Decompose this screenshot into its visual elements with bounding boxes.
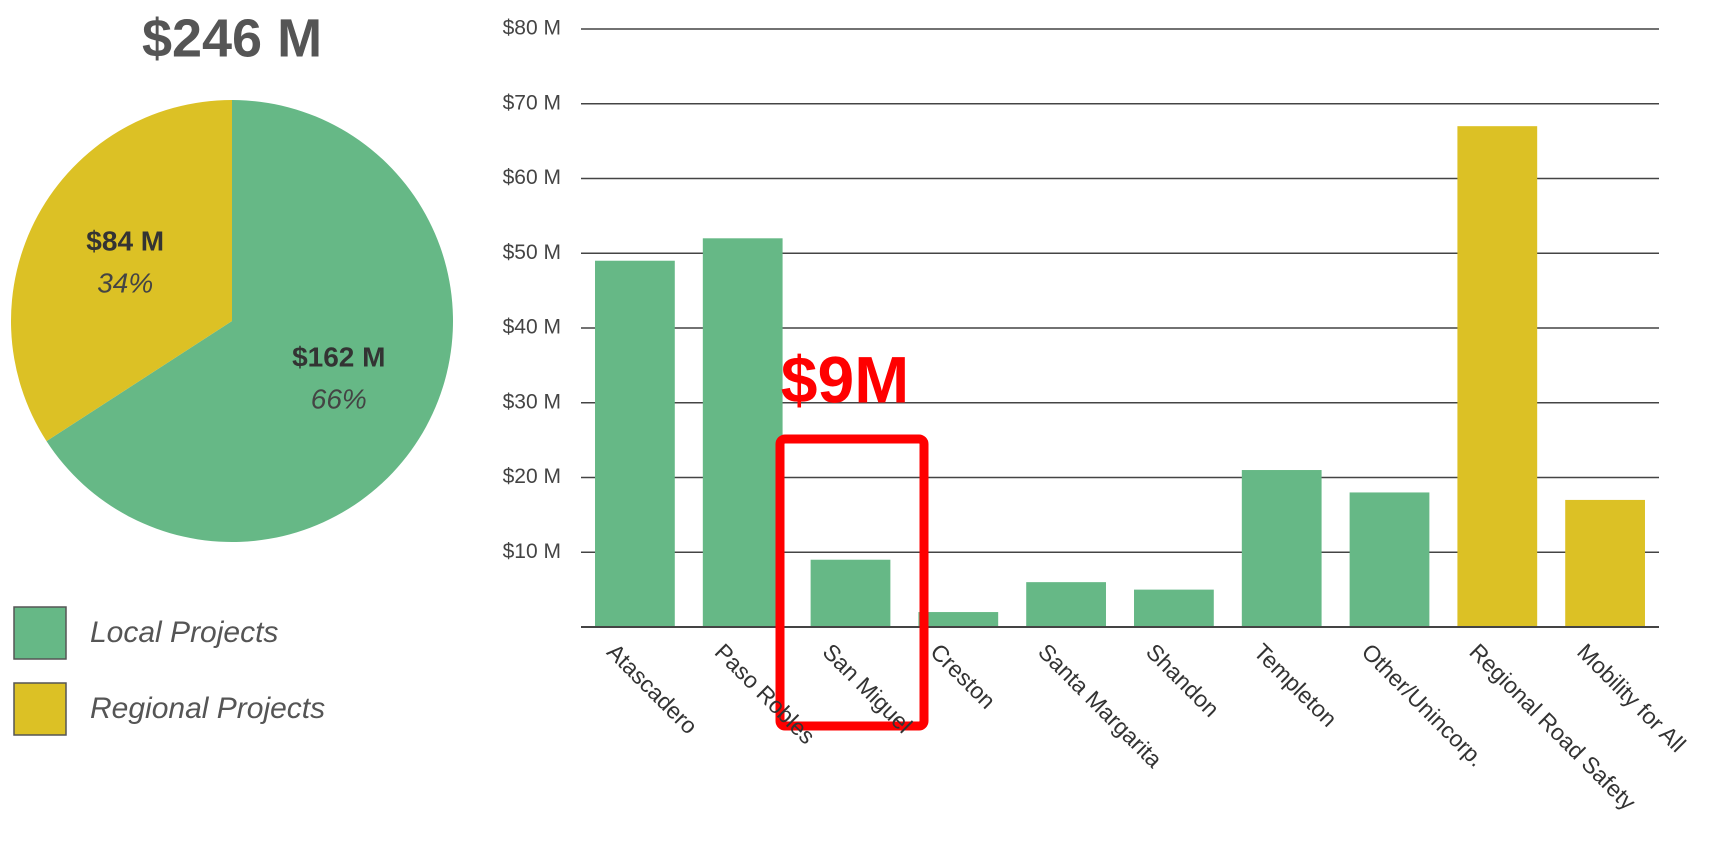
x-tick-label: Paso Robles [710, 638, 821, 749]
bar [595, 260, 675, 627]
annotation: $9M [781, 342, 909, 416]
y-tick-label: $70 M [503, 91, 561, 114]
bar [918, 612, 999, 627]
slice-percent-label: 66% [311, 383, 367, 414]
highlight-box [775, 434, 929, 731]
x-tick-label: Shandon [1141, 638, 1225, 722]
legend-swatch [13, 682, 67, 736]
legend-label: Local Projects [90, 616, 278, 649]
x-tick-label: Templeton [1249, 638, 1342, 731]
y-tick-label: $50 M [503, 241, 561, 264]
bar [810, 559, 891, 627]
slice-value-label: $84 M [86, 225, 164, 256]
pie-slice [46, 100, 453, 542]
bar [1565, 499, 1645, 627]
x-tick-label: Creston [925, 638, 1000, 713]
bar [1026, 582, 1106, 627]
bar [1134, 589, 1214, 627]
x-tick-label: Mobility for All [1572, 638, 1691, 757]
y-tick-label: $40 M [503, 316, 561, 339]
bar [1349, 492, 1430, 627]
y-tick-label: $30 M [503, 390, 561, 413]
x-tick-label: Atascadero [602, 638, 703, 739]
y-tick-label: $20 M [503, 465, 561, 488]
bar [1457, 126, 1538, 628]
pie-slice [10, 99, 232, 442]
y-tick-label: $10 M [503, 540, 561, 563]
bar [702, 238, 783, 628]
slice-value-label: $162 M [292, 341, 385, 372]
legend-label: Regional Projects [90, 692, 325, 725]
y-tick-label: $80 M [503, 17, 561, 40]
pie-title: $246 M [142, 8, 322, 68]
legend-swatch [13, 606, 67, 660]
y-tick-label: $60 M [503, 166, 561, 189]
bar [1241, 470, 1322, 627]
slice-percent-label: 34% [97, 267, 153, 298]
